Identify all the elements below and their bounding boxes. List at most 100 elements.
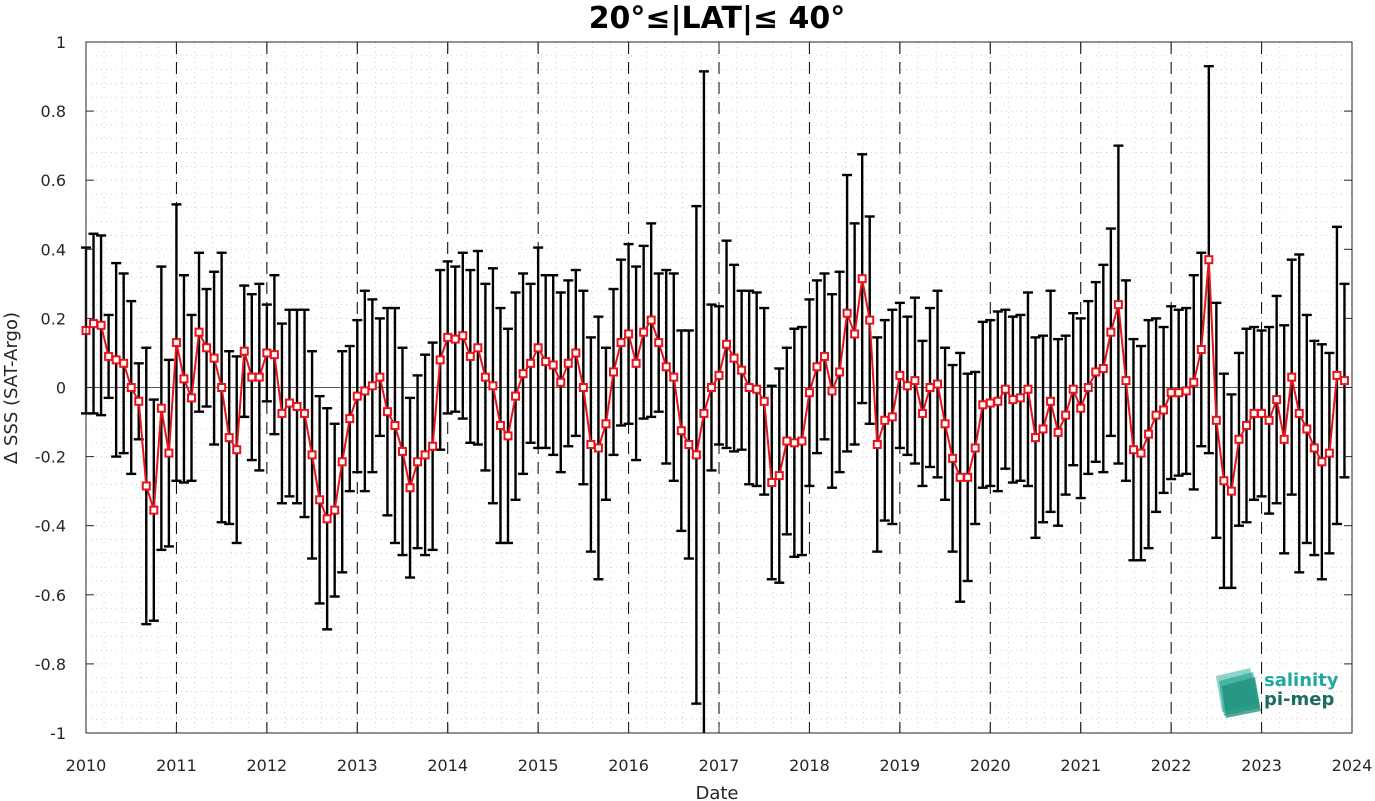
data-point <box>722 339 732 349</box>
data-point <box>661 362 671 372</box>
data-point <box>495 421 505 431</box>
data-point <box>1046 396 1056 406</box>
data-point <box>563 358 573 368</box>
data-point <box>1068 384 1078 394</box>
data-point <box>699 408 709 418</box>
data-point <box>352 391 362 401</box>
data-point <box>767 478 777 488</box>
data-point <box>1234 434 1244 444</box>
x-tick-labels: 2010 2011 2012 2013 2014 2015 2016 2017 2018 2019… <box>66 756 1373 775</box>
data-point <box>217 383 227 392</box>
data-point <box>586 440 596 450</box>
data-point <box>126 383 136 392</box>
y-tick-label: 0.6 <box>41 171 66 190</box>
data-point <box>1249 408 1259 418</box>
data-point <box>578 383 588 392</box>
data-point <box>1000 384 1010 394</box>
data-point <box>804 388 814 398</box>
data-point <box>774 471 784 481</box>
x-tick-label: 2018 <box>789 756 830 775</box>
data-point <box>390 421 400 431</box>
y-tick-label: -0.8 <box>35 655 66 674</box>
y-axis-label: Δ SSS (SAT-Argo) <box>1 312 22 464</box>
data-point <box>616 338 626 348</box>
y-tick-label: 0 <box>56 379 66 398</box>
data-point <box>473 343 483 353</box>
data-point <box>1317 457 1327 467</box>
data-point <box>1023 384 1033 394</box>
data-point <box>646 315 656 325</box>
data-point <box>872 440 882 450</box>
data-point <box>1242 421 1251 431</box>
data-point <box>1181 386 1191 396</box>
data-point <box>141 481 151 491</box>
data-point <box>895 370 905 380</box>
x-tick-label: 2012 <box>246 756 287 775</box>
data-point <box>518 369 528 379</box>
axis-ticks <box>85 41 1353 734</box>
data-point <box>1083 383 1093 392</box>
data-point <box>224 433 234 443</box>
data-point <box>812 362 822 372</box>
data-point <box>887 412 897 422</box>
x-tick-label: 2020 <box>970 756 1011 775</box>
y-tick-label: 0.2 <box>41 309 66 328</box>
data-point <box>503 431 513 441</box>
data-point <box>933 379 943 389</box>
data-point <box>239 346 249 356</box>
data-point <box>1136 448 1146 458</box>
data-point <box>202 343 212 353</box>
data-point <box>835 367 845 377</box>
x-tick-label: 2019 <box>879 756 920 775</box>
data-point <box>254 372 264 382</box>
data-point <box>850 329 860 339</box>
data-point <box>925 383 935 392</box>
data-point <box>1091 367 1101 377</box>
data-point <box>533 343 543 353</box>
data-point <box>420 450 430 460</box>
data-point <box>714 370 724 380</box>
data-point <box>307 450 317 460</box>
data-point <box>443 332 453 342</box>
data-point <box>1113 300 1123 310</box>
data-point <box>744 383 754 392</box>
data-point <box>1279 434 1289 444</box>
data-point <box>1159 405 1169 415</box>
data-point <box>171 338 181 348</box>
data-point <box>1302 424 1312 434</box>
x-tick-label: 2022 <box>1151 756 1192 775</box>
data-point <box>164 448 174 458</box>
data-point <box>1226 486 1236 496</box>
data-point <box>511 391 521 401</box>
data-point <box>759 396 769 406</box>
data-point <box>360 386 370 396</box>
data-point <box>1294 408 1304 418</box>
data-point <box>752 384 762 394</box>
data-point <box>1272 395 1282 405</box>
y-tick-label: 0.8 <box>41 102 66 121</box>
data-point <box>458 331 468 341</box>
y-tick-label: -1 <box>50 724 66 743</box>
data-point <box>1038 424 1048 434</box>
data-point <box>1098 363 1108 373</box>
data-point <box>639 327 649 337</box>
data-point <box>948 453 958 463</box>
x-tick-label: 2021 <box>1060 756 1101 775</box>
data-point <box>450 334 460 344</box>
data-point <box>842 308 852 318</box>
data-point <box>1196 344 1206 354</box>
data-point <box>1008 395 1018 405</box>
data-point <box>985 398 995 408</box>
data-point <box>593 443 603 453</box>
x-tick-label: 2023 <box>1241 756 1282 775</box>
x-tick-label: 2011 <box>156 756 197 775</box>
data-point <box>1061 410 1071 420</box>
data-point <box>910 376 920 386</box>
data-point <box>857 274 867 284</box>
data-point <box>782 436 792 446</box>
data-point <box>269 350 279 360</box>
data-point <box>970 443 980 453</box>
chart-title: 20°≤|LAT|≤ 40° <box>589 1 846 36</box>
logo-line2: pi-mep <box>1264 689 1334 710</box>
